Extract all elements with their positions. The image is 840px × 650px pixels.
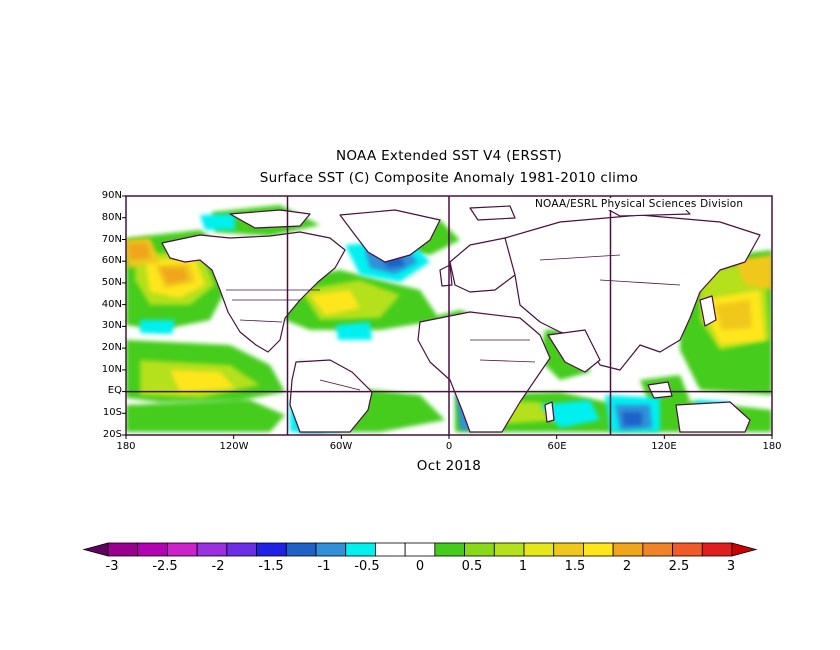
lon-label: 60W: [329, 441, 353, 452]
colorbar-swatch: [196, 542, 228, 557]
colorbar-swatch: [107, 542, 139, 557]
colorbar-label: 0.5: [461, 559, 483, 574]
colorbar-swatch: [285, 542, 317, 557]
colorbar-swatch: [701, 542, 733, 557]
colorbar-swatch: [434, 542, 465, 557]
colorbar-swatch: [375, 542, 406, 557]
colorbar-swatch: [315, 542, 347, 557]
colorbar-swatch: [553, 542, 584, 557]
colorbar-swatch: [345, 542, 376, 557]
colorbar-label: -1.5: [258, 559, 284, 574]
colorbar-swatch: [612, 542, 644, 557]
lat-label: 80N: [101, 212, 122, 223]
colorbar-label: -3: [105, 559, 119, 574]
colorbar-label: 2: [622, 559, 632, 574]
lon-label: 180: [116, 441, 136, 452]
map-title: NOAA Extended SST V4 (ERSST): [335, 148, 563, 164]
lat-label: 90N: [101, 190, 122, 201]
colorbar-swatch: [404, 542, 436, 557]
colorbar-swatch: [672, 542, 703, 557]
colorbar-label: -0.5: [354, 559, 380, 574]
lat-label: 10N: [101, 364, 122, 375]
lon-label: 120W: [219, 441, 249, 452]
colorbar-swatch: [464, 542, 495, 557]
map-subtitle: Surface SST (C) Composite Anomaly 1981-2…: [259, 170, 639, 186]
lon-label: 120E: [651, 441, 677, 452]
lon-label: 0: [445, 441, 453, 452]
colorbar-swatch: [256, 542, 287, 557]
period-label: Oct 2018: [416, 458, 482, 474]
colorbar-swatch: [523, 542, 555, 557]
colorbar-label: 1.5: [564, 559, 586, 574]
lon-label: 60E: [547, 441, 567, 452]
lon-label: 180: [762, 441, 782, 452]
colorbar-label: -2.5: [152, 559, 178, 574]
lat-label: 50N: [101, 277, 122, 288]
lat-label: 10S: [102, 407, 122, 418]
lat-label: 20S: [102, 429, 122, 440]
credit-label: NOAA/ESRL Physical Sciences Division: [533, 198, 746, 210]
colorbar-swatch: [493, 542, 525, 557]
colorbar-swatch: [226, 542, 257, 557]
colorbar-label: -2: [211, 559, 225, 574]
lat-label: 40N: [101, 299, 122, 310]
colorbar-swatch: [167, 542, 198, 557]
colorbar-label: 3: [726, 559, 736, 574]
colorbar-arrow-low: [82, 542, 109, 557]
lat-label: 30N: [101, 320, 122, 331]
lat-label: 60N: [101, 255, 122, 266]
colorbar-label: 2.5: [668, 559, 690, 574]
lat-label: 20N: [101, 342, 122, 353]
lat-label: EQ: [107, 385, 122, 396]
colorbar-label: 1: [518, 559, 528, 574]
colorbar-label: -1: [317, 559, 331, 574]
colorbar: [82, 542, 758, 557]
colorbar-label: 0: [415, 559, 425, 574]
colorbar-arrow-high: [731, 542, 758, 557]
lat-label: 70N: [101, 234, 122, 245]
colorbar-swatch: [137, 542, 168, 557]
colorbar-swatch: [642, 542, 673, 557]
colorbar-swatch: [583, 542, 614, 557]
